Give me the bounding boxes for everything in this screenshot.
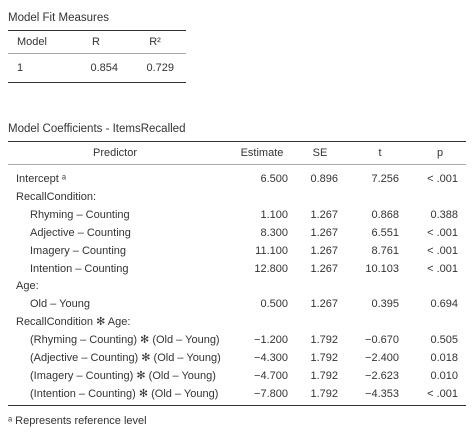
coef-cell-t: 8.761 — [371, 244, 399, 257]
fit-table-top-rule — [8, 30, 186, 31]
coef-table-title: Model Coefficients - ItemsRecalled — [8, 123, 186, 135]
coef-cell-se: 1.267 — [310, 208, 338, 221]
coef-table-bottom-rule — [8, 405, 466, 406]
coef-cell-p: 0.694 — [430, 298, 458, 311]
coef-table-header-rule — [8, 164, 466, 165]
coef-cell-t: −2.623 — [365, 369, 399, 382]
coef-header-predictor: Predictor — [92, 147, 138, 159]
coef-cell-t: −0.670 — [365, 334, 399, 347]
coef-cell-se: 1.792 — [310, 369, 338, 382]
coef-row-label: (Intention – Counting) ✻ (Old – Young) — [30, 387, 219, 400]
coef-cell-estimate: 0.500 — [260, 298, 288, 311]
coef-row-label: Intention – Counting — [30, 262, 129, 275]
coef-row-label: Imagery – Counting — [30, 244, 126, 257]
coef-cell-estimate: −7.800 — [254, 387, 288, 400]
coef-header-t: t — [378, 147, 382, 159]
coef-table-top-rule — [8, 141, 466, 142]
coef-header-se: SE — [312, 147, 328, 159]
coef-cell-t: 0.395 — [371, 298, 399, 311]
coef-cell-se: 0.896 — [310, 173, 338, 185]
coef-cell-t: 6.551 — [371, 226, 399, 239]
coef-row-label: Age: — [16, 280, 39, 293]
coef-cell-se: 1.267 — [310, 298, 338, 311]
coef-cell-p: < .001 — [427, 262, 458, 275]
footnote: ᵃ Represents reference level — [8, 415, 147, 427]
coef-row-label: (Rhyming – Counting) ✻ (Old – Young) — [30, 334, 220, 347]
fit-header-r: R — [92, 36, 100, 48]
coef-cell-p: < .001 — [427, 173, 458, 185]
coef-row-label: (Imagery – Counting) ✻ (Old – Young) — [30, 369, 216, 382]
fit-cell-r: 0.854 — [90, 62, 118, 74]
coef-cell-se: 1.792 — [310, 334, 338, 347]
coef-cell-se: 1.267 — [310, 244, 338, 257]
coef-cell-t: 7.256 — [371, 173, 399, 185]
coef-header-p: p — [436, 147, 444, 159]
coef-cell-estimate: 8.300 — [260, 226, 288, 239]
coef-row-label: RecallCondition: — [16, 190, 97, 203]
coef-cell-estimate: 11.100 — [255, 244, 288, 257]
fit-table-header-rule — [8, 53, 186, 54]
coef-cell-p: < .001 — [427, 226, 458, 239]
coef-cell-t: −2.400 — [365, 352, 399, 364]
coef-cell-p: < .001 — [427, 244, 458, 257]
coef-cell-estimate: 6.500 — [260, 173, 288, 185]
coef-row-label: RecallCondition ✻ Age: — [16, 316, 131, 329]
coef-cell-estimate: −1.200 — [254, 334, 288, 347]
coef-cell-t: −4.353 — [365, 387, 399, 400]
coef-cell-p: 0.018 — [430, 352, 458, 364]
coef-cell-estimate: 12.800 — [254, 262, 288, 275]
coef-cell-p: 0.010 — [430, 369, 458, 382]
fit-header-model: Model — [17, 36, 47, 48]
coef-header-estimate: Estimate — [240, 147, 284, 159]
coef-row-label: (Adjective – Counting) ✻ (Old – Young) — [30, 352, 221, 364]
coef-cell-estimate: 1.100 — [260, 208, 288, 221]
coef-cell-se: 1.267 — [310, 226, 338, 239]
fit-table-title: Model Fit Measures — [8, 12, 109, 24]
coef-row-label: Old – Young — [30, 298, 90, 311]
coef-cell-t: 10.103 — [365, 262, 399, 275]
coef-cell-estimate: −4.700 — [254, 369, 288, 382]
coef-cell-t: 0.868 — [371, 208, 399, 221]
coef-cell-estimate: −4.300 — [254, 352, 288, 364]
coef-cell-p: 0.505 — [430, 334, 458, 347]
fit-table-bottom-rule — [8, 82, 186, 83]
coef-row-label: Adjective – Counting — [30, 226, 131, 239]
coef-row-label: Intercept ᵃ — [16, 173, 66, 185]
coef-cell-p: 0.388 — [430, 208, 458, 221]
fit-cell-r2: 0.729 — [146, 62, 174, 74]
fit-header-r2: R² — [149, 36, 161, 48]
coef-cell-p: < .001 — [427, 387, 458, 400]
coef-cell-se: 1.792 — [310, 387, 338, 400]
coef-cell-se: 1.267 — [310, 262, 338, 275]
coef-cell-se: 1.792 — [310, 352, 338, 364]
coef-row-label: Rhyming – Counting — [30, 208, 130, 221]
fit-cell-model: 1 — [17, 62, 24, 74]
